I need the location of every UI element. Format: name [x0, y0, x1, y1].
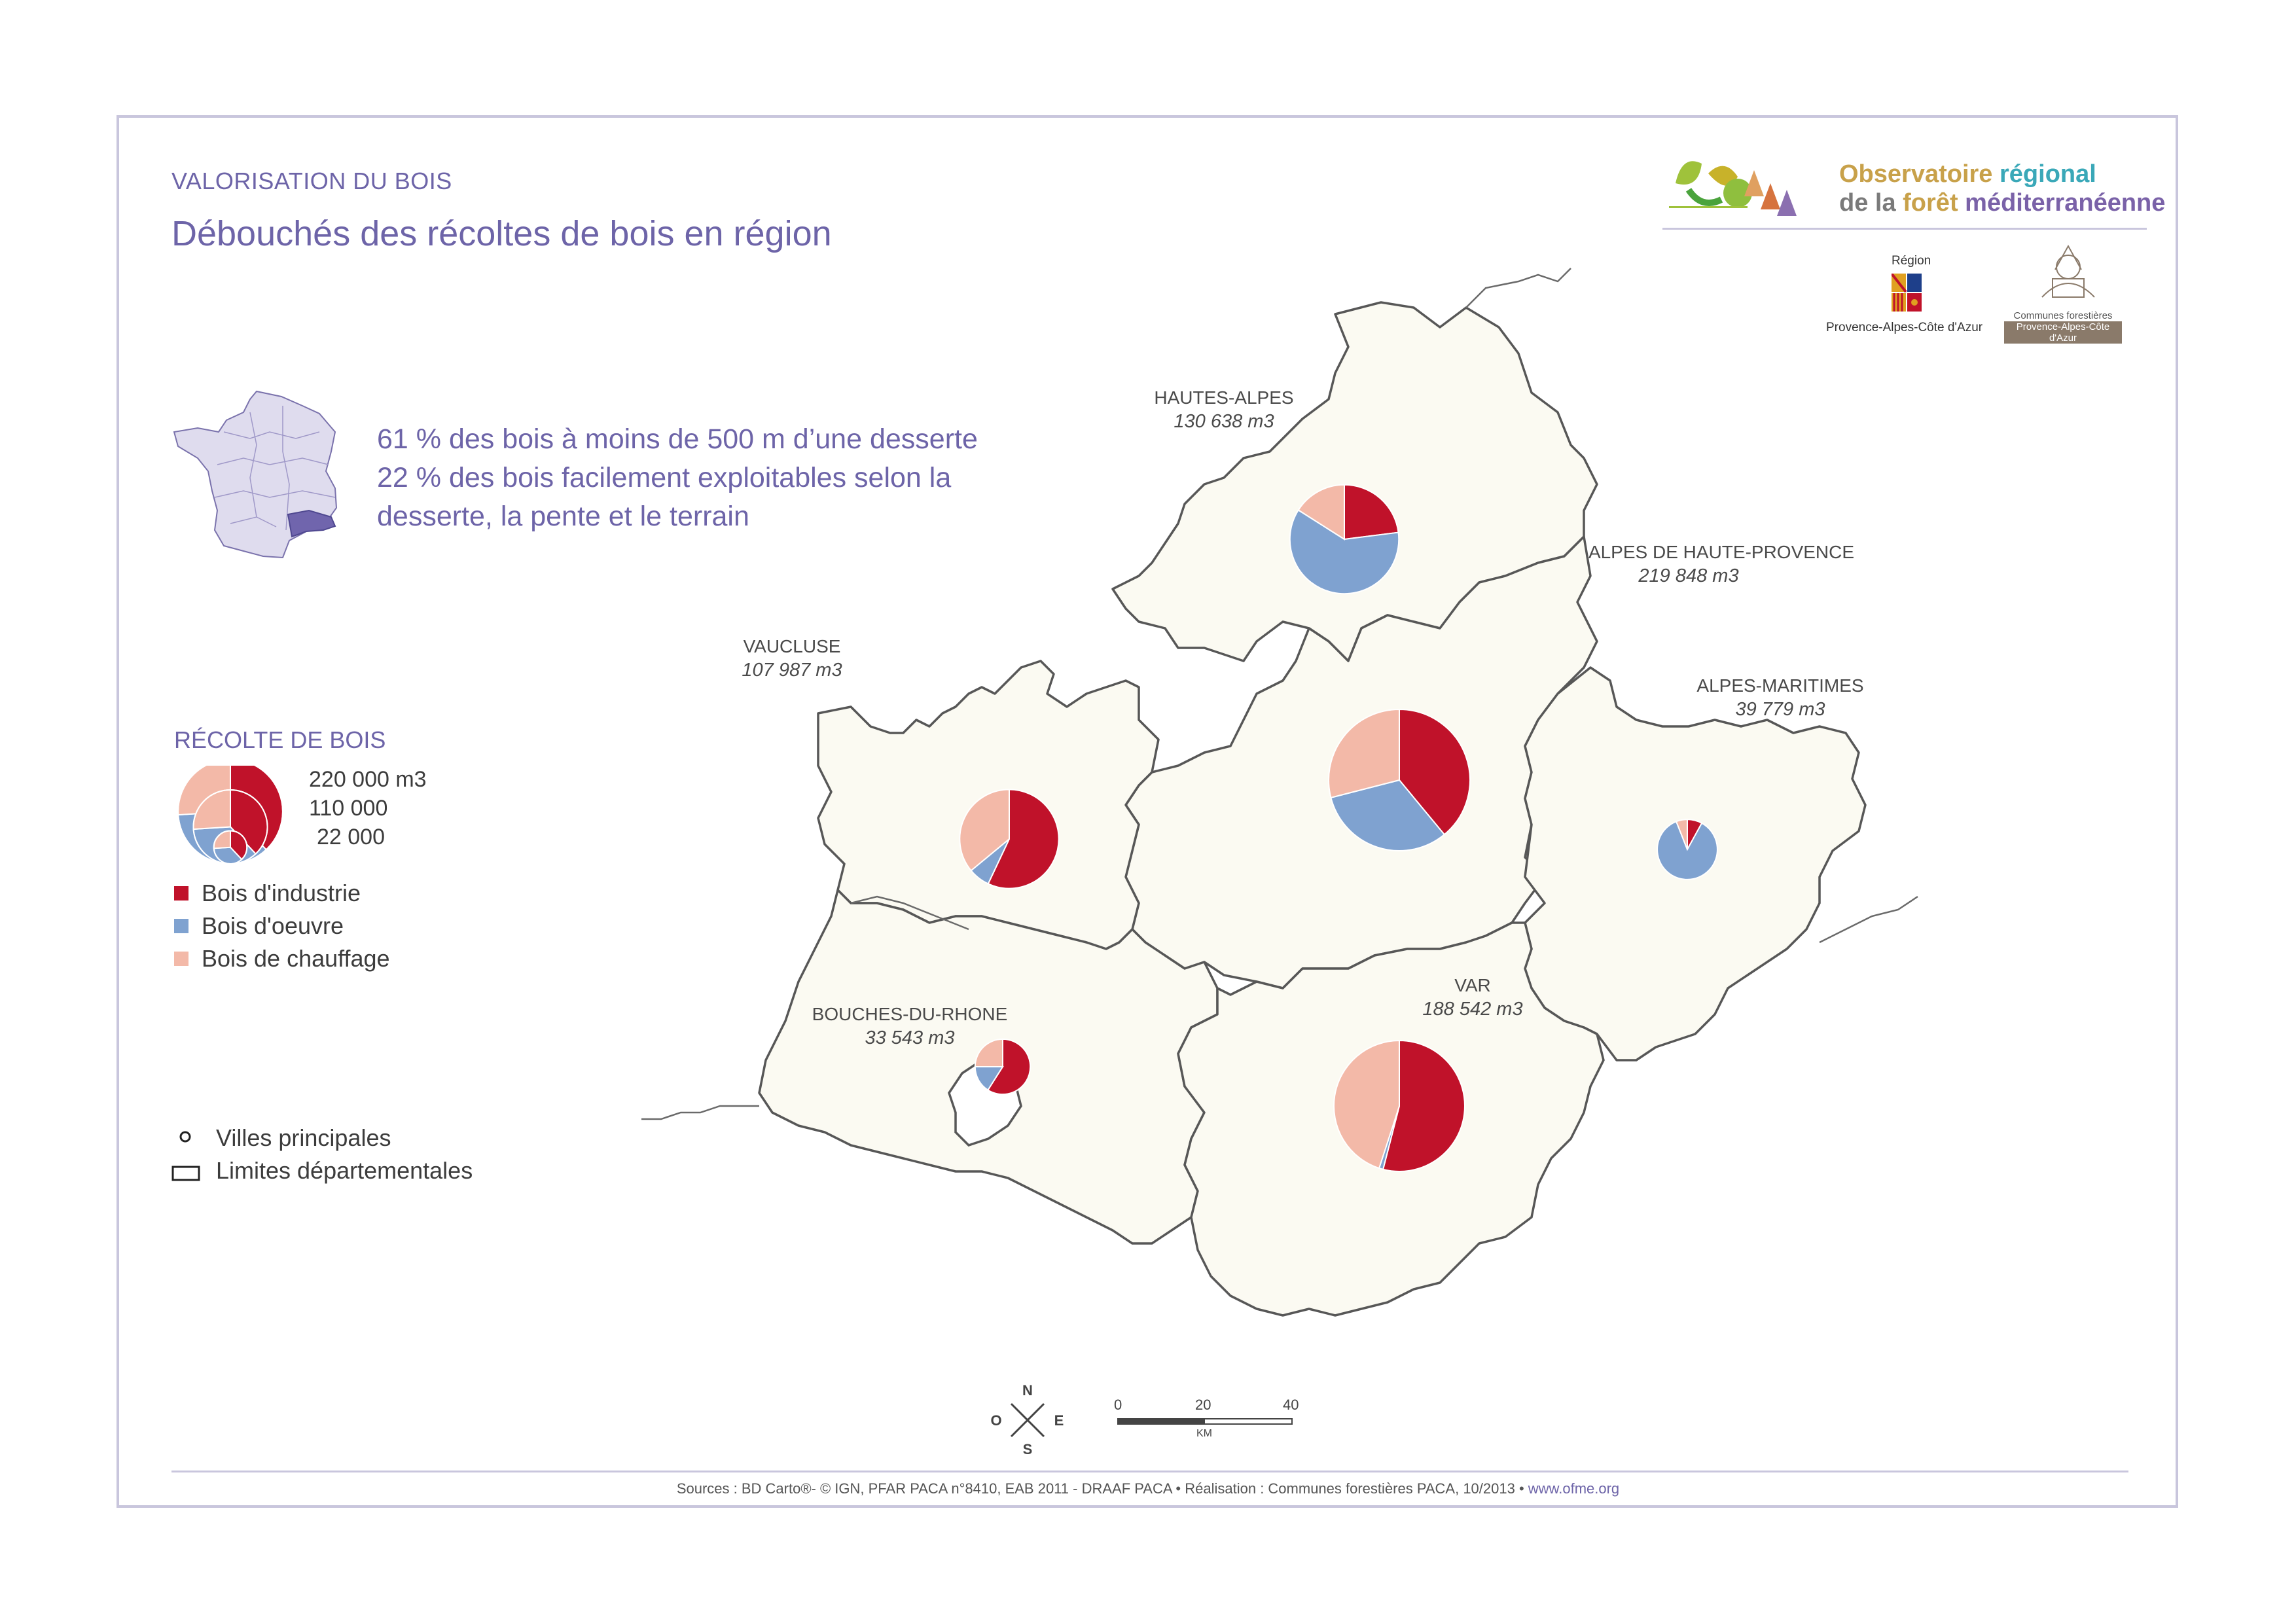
dept-shape-alpes-maritimes — [1524, 666, 1867, 1061]
legend-size-pies — [177, 766, 283, 865]
boundary-rect-icon — [171, 1166, 200, 1181]
legend-size-small: 22 000 — [317, 825, 385, 849]
france-locator-map — [173, 390, 338, 559]
page-frame — [117, 115, 2178, 1508]
dept-label-alpes-maritimes: ALPES-MARITIMES 39 779 m3 — [1696, 675, 1864, 720]
svg-text:S: S — [1023, 1441, 1033, 1457]
ofme-logo-text: Observatoire régional de la forêt médite… — [1839, 160, 2166, 217]
section-kicker: VALORISATION DU BOIS — [171, 168, 452, 194]
scale-tick-0: 0 — [1114, 1397, 1122, 1413]
legend-cat-industrie: Bois d'industrie — [202, 880, 361, 906]
swatch-bois-industrie — [174, 886, 188, 901]
legend-limites: Limites départementales — [216, 1157, 473, 1184]
swatch-bois-oeuvre — [174, 919, 188, 933]
scale-tick-40: 40 — [1283, 1397, 1299, 1413]
region-shield-icon — [1892, 274, 1922, 312]
dept-label-hautes-alpes: HAUTES-ALPES 130 638 m3 — [1154, 387, 1294, 432]
region-label: Région — [1892, 254, 1931, 268]
communes-forestieres-icon — [2041, 244, 2095, 298]
logo-divider — [1662, 228, 2147, 230]
legend-cat-chauffage: Bois de chauffage — [202, 945, 390, 972]
dept-label-vaucluse: VAUCLUSE 107 987 m3 — [742, 636, 842, 681]
legend-size-medium: 110 000 — [309, 796, 388, 821]
legend-villes: Villes principales — [216, 1124, 391, 1151]
facts-block: 61 % des bois à moins de 500 m d’une des… — [377, 423, 978, 532]
ofme-link[interactable]: www.ofme.org — [1528, 1480, 1620, 1497]
scale-bar — [1117, 1418, 1293, 1425]
scale-unit: KM — [1196, 1428, 1212, 1439]
svg-text:O: O — [990, 1412, 1001, 1429]
dept-label-bouches-du-rhone: BOUCHES-DU-RHONE 33 543 m3 — [812, 1004, 1008, 1048]
scale-tick-20: 20 — [1195, 1397, 1211, 1413]
footer-divider — [171, 1471, 2128, 1472]
region-name: Provence-Alpes-Côte d'Azur — [1826, 321, 1983, 334]
sources-footer: Sources : BD Carto®- © IGN, PFAR PACA n°… — [676, 1480, 1620, 1497]
legend-cat-oeuvre: Bois d'oeuvre — [202, 912, 344, 939]
svg-text:N: N — [1022, 1382, 1033, 1399]
compass-rose-icon: N S E O — [990, 1382, 1064, 1457]
dept-label-alpes-haute-provence: ALPES DE HAUTE-PROVENCE 219 848 m3 — [1588, 542, 1855, 586]
swatch-bois-chauffage — [174, 952, 188, 966]
legend-title: RÉCOLTE DE BOIS — [174, 726, 386, 753]
dept-label-var: VAR 188 542 m3 — [1422, 975, 1523, 1020]
ofme-logo-icon — [1669, 161, 1797, 216]
page-title: Débouchés des récoltes de bois en région — [171, 214, 832, 253]
svg-text:E: E — [1054, 1412, 1064, 1429]
legend-ring-2 — [213, 830, 248, 865]
legend-size-large: 220 000 m3 — [309, 767, 427, 792]
city-dot-icon — [179, 1131, 191, 1143]
communes-forestieres-label: Communes forestières Provence-Alpes-Côte… — [2004, 310, 2122, 344]
